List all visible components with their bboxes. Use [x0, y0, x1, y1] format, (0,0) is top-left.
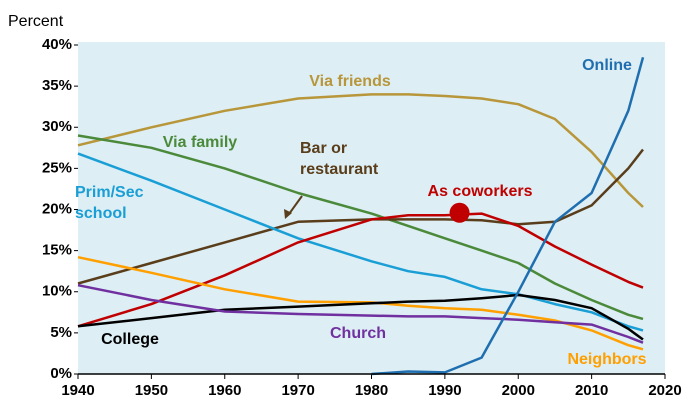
series-label: Online [582, 57, 632, 74]
x-tick-label: 1940 [61, 382, 94, 399]
x-tick-label: 1970 [281, 382, 314, 399]
series-line [77, 293, 644, 341]
series-line [77, 255, 644, 351]
y-tick-label: 20% [42, 200, 72, 217]
x-tick-label: 1950 [135, 382, 168, 399]
series-label: Via friends [309, 73, 391, 90]
x-tick-label: 1980 [355, 382, 388, 399]
y-tick-label: 40% [42, 36, 72, 53]
y-tick-label: 10% [42, 283, 72, 300]
y-tick-label: 15% [42, 242, 72, 259]
series-line [77, 212, 644, 328]
series-label: As coworkers [428, 183, 533, 200]
plot-background [78, 42, 665, 374]
highlight-marker [449, 202, 470, 223]
series-label-box: Bar or restaurant [300, 140, 379, 178]
y-tick-label: 35% [42, 77, 72, 94]
series-line [77, 134, 644, 321]
x-tick-label: 2010 [575, 382, 608, 399]
series-label: Prim/Sec school [75, 184, 144, 222]
y-axis-label: Percent [8, 13, 64, 30]
series-line [371, 56, 645, 376]
series-line [77, 152, 644, 332]
series-label: Church [330, 325, 386, 342]
x-tick-label: 2000 [502, 382, 535, 399]
annotation-arrow [288, 195, 303, 215]
series-label: Bar or restaurant [300, 140, 379, 178]
series-label: Via family [163, 134, 238, 151]
x-tick-label: 2020 [648, 382, 681, 399]
annotation-arrowhead [284, 209, 292, 219]
series-label: Neighbors [567, 351, 646, 368]
y-tick-label: 25% [42, 159, 72, 176]
series-label-box: Prim/Sec school [75, 184, 144, 222]
y-tick-label: 30% [42, 118, 72, 135]
x-tick-label: 1990 [428, 382, 461, 399]
series-label: College [101, 331, 159, 348]
y-tick-label: 5% [50, 324, 72, 341]
x-tick-label: 1960 [208, 382, 241, 399]
series-line [77, 93, 644, 208]
y-tick-label: 0% [50, 365, 72, 382]
series-line [77, 283, 644, 344]
series-line [77, 148, 644, 285]
